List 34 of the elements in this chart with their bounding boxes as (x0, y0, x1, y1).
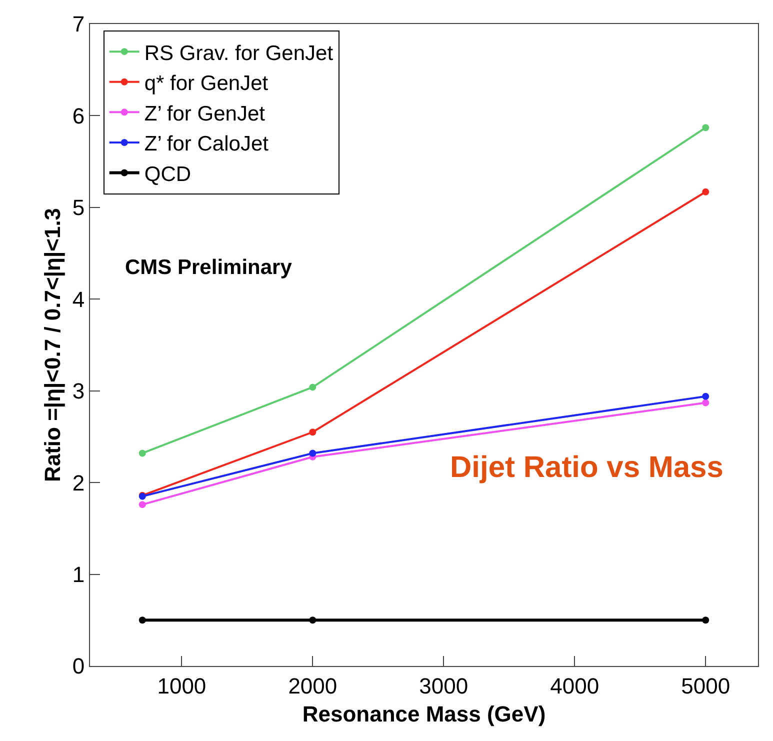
point (138, 501, 146, 508)
point (702, 616, 710, 624)
legend-label: QCD (144, 162, 192, 186)
point (309, 450, 316, 457)
point (702, 399, 710, 406)
text: Dijet Ratio vs Mass (450, 451, 724, 484)
point (702, 124, 710, 132)
point (309, 384, 316, 391)
legend-label: Z’ for CaloJet (144, 132, 269, 156)
point (702, 392, 710, 400)
annotation: CMS Preliminary (125, 256, 292, 279)
x-tick-label: 4000 (550, 673, 600, 698)
legend-label: q* for GenJet (144, 72, 268, 96)
x-tick-label: 2000 (288, 673, 338, 698)
point (309, 428, 316, 436)
y-tick-label: 7 (72, 12, 85, 37)
y-tick-label: 3 (72, 378, 85, 404)
point (309, 616, 316, 624)
y-tick-label: 2 (72, 470, 85, 496)
x-tick-label: 1000 (157, 673, 206, 698)
y-tick-label: 6 (72, 103, 85, 128)
point (138, 616, 146, 624)
point (702, 188, 710, 196)
y-tick-label: 0 (72, 654, 85, 679)
x-tick-label: 3000 (419, 673, 468, 698)
legend-label: Z’ for GenJet (144, 102, 266, 126)
y-tick-label: 4 (72, 286, 85, 312)
y-tick-label: 1 (72, 562, 85, 587)
y-tick-label: 5 (72, 195, 85, 220)
y-axis-title: Ratio =|η|<0.7 / 0.7<|η|<1.3 (40, 208, 66, 482)
legend-label: RS Grav. for GenJet (144, 42, 334, 65)
point (138, 450, 146, 457)
x-tick-label: 5000 (681, 673, 730, 698)
x-axis-title: Resonance Mass (GeV) (302, 701, 546, 726)
